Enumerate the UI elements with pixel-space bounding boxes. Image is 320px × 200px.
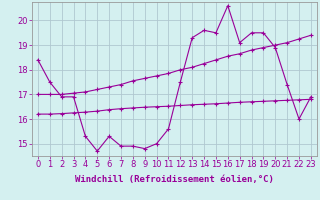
X-axis label: Windchill (Refroidissement éolien,°C): Windchill (Refroidissement éolien,°C) [75,175,274,184]
